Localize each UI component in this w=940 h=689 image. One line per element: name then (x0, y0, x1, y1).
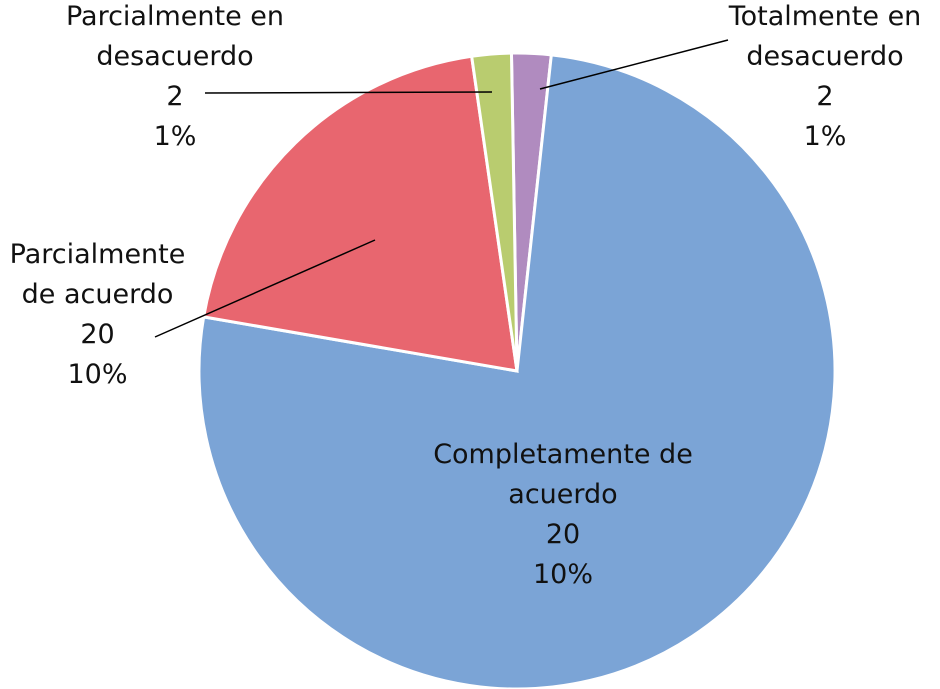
slice-percent: 1% (153, 121, 197, 152)
pie-slice (469, 51, 519, 372)
leader-line (154, 239, 376, 338)
slice-label: Parcialmente en desacuerdo 2 1% (60, 0, 290, 157)
pie-slice (201, 54, 519, 373)
slice-count: 20 (545, 519, 581, 550)
slice-count: 2 (166, 81, 184, 112)
slice-name: Totalmente en desacuerdo (728, 1, 922, 72)
slice-label: Completamente de acuerdo 20 10% (430, 435, 696, 595)
slice-name: Parcialmente de acuerdo (9, 239, 186, 310)
slice-count: 20 (80, 319, 115, 350)
slice-name: Completamente de acuerdo (433, 439, 693, 510)
slice-percent: 10% (532, 559, 593, 590)
slice-label: Parcialmente de acuerdo 20 10% (0, 235, 205, 395)
slice-count: 2 (816, 81, 834, 112)
slice-label: Totalmente en desacuerdo 2 1% (715, 0, 935, 157)
slice-name: Parcialmente en desacuerdo (65, 1, 285, 72)
leader-line (539, 39, 729, 90)
slice-percent: 10% (67, 359, 128, 390)
leader-line (204, 91, 493, 94)
slice-percent: 1% (803, 121, 847, 152)
